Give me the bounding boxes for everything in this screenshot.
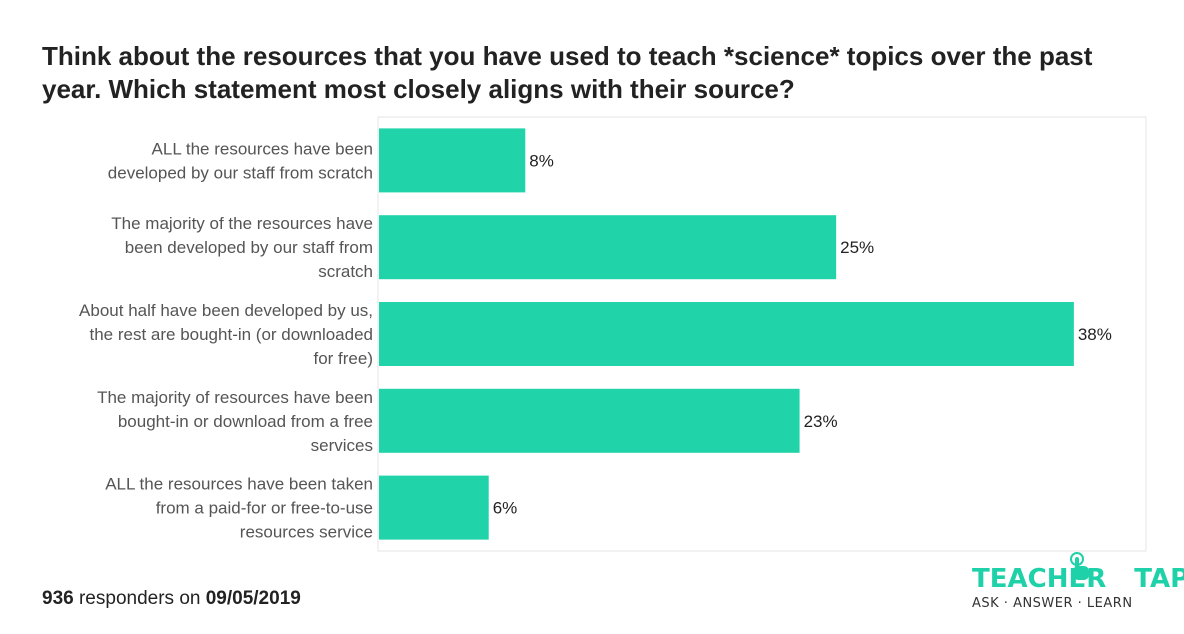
category-label-3: The majority of resources have been bough… xyxy=(97,388,373,455)
labels-layer: 8% ALL the resources have been developed b… xyxy=(79,139,1112,541)
category-label-0: ALL the resources have been developed by … xyxy=(108,139,373,182)
chart-title: Think about the resources that you have … xyxy=(42,41,1093,104)
bar-0 xyxy=(379,128,526,193)
bar-3 xyxy=(379,388,800,453)
category-label-4: ALL the resources have been taken from a … xyxy=(105,475,373,542)
teacher-tapp-logo: TEACHER TAPP ASK · ANSWER · LEARN xyxy=(972,552,1184,612)
responders-text: responders on xyxy=(73,588,206,609)
category-label-line: The majority of resources have been xyxy=(97,388,373,407)
logo-word-tapp: TAPP xyxy=(1134,564,1184,594)
category-label-line: The majority of the resources have xyxy=(111,214,373,233)
logo-tagline: ASK · ANSWER · LEARN xyxy=(972,596,1133,611)
bar-4 xyxy=(379,475,489,540)
logo-wordmark: TEACHER TAPP xyxy=(972,564,1184,594)
category-label-line: ALL the resources have been xyxy=(152,139,373,158)
hand-pointer-icon xyxy=(1070,552,1089,580)
value-label-1: 25% xyxy=(840,238,874,257)
plot-frame xyxy=(377,116,1147,552)
category-label-line: services xyxy=(311,436,373,455)
category-label-line: developed by our staff from scratch xyxy=(108,163,373,182)
category-label-line: been developed by our staff from xyxy=(125,238,373,257)
responders-note: 936 responders on 09/05/2019 xyxy=(42,588,301,610)
category-label-line: scratch xyxy=(318,262,373,281)
value-label-4: 6% xyxy=(493,499,518,518)
category-label-line: bought-in or download from a free xyxy=(118,412,373,431)
grid-layer xyxy=(377,116,1147,552)
value-label-0: 8% xyxy=(529,151,554,170)
category-label-line: from a paid-for or free-to-use xyxy=(156,499,373,518)
value-label-3: 23% xyxy=(804,412,838,431)
bar-2 xyxy=(379,302,1074,366)
responder-count: 936 xyxy=(42,588,74,609)
category-label-line: for free) xyxy=(313,349,373,368)
bar-1 xyxy=(379,215,837,280)
category-label-line: the rest are bought-in (or downloaded xyxy=(89,325,373,344)
category-label-line: resources service xyxy=(240,523,373,542)
logo-word-teacher: TEACHER xyxy=(972,564,1107,594)
bars-layer xyxy=(379,128,1074,540)
value-label-2: 38% xyxy=(1078,325,1112,344)
survey-date: 09/05/2019 xyxy=(205,588,301,609)
category-label-line: About half have been developed by us, xyxy=(79,301,373,320)
category-label-line: ALL the resources have been taken xyxy=(105,475,373,494)
category-label-2: About half have been developed by us, the… xyxy=(79,301,373,368)
category-label-1: The majority of the resources have been d… xyxy=(111,214,373,281)
